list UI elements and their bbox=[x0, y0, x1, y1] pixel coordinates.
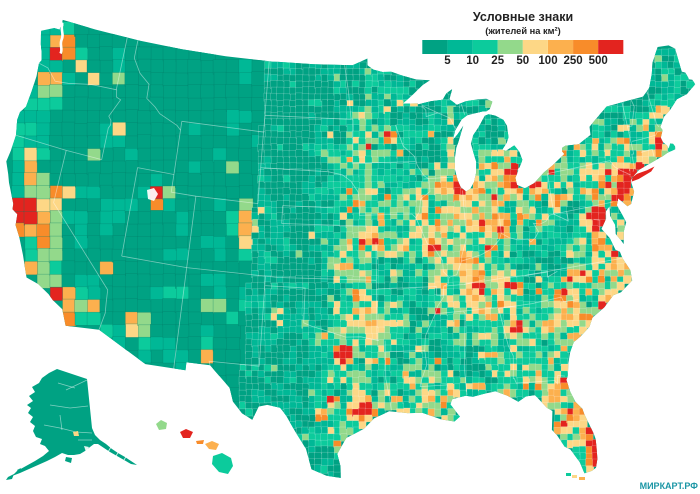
svg-text:25: 25 bbox=[491, 55, 504, 67]
svg-text:500: 500 bbox=[589, 55, 608, 67]
svg-text:250: 250 bbox=[564, 55, 583, 67]
svg-text:5: 5 bbox=[444, 55, 451, 67]
svg-text:МИРКАРТ.РФ: МИРКАРТ.РФ bbox=[640, 481, 699, 491]
svg-text:Условные знаки: Условные знаки bbox=[473, 10, 573, 24]
svg-text:100: 100 bbox=[538, 55, 557, 67]
svg-text:50: 50 bbox=[516, 55, 529, 67]
svg-text:(жителей на км²): (жителей на км²) bbox=[485, 26, 560, 36]
svg-text:10: 10 bbox=[466, 55, 479, 67]
